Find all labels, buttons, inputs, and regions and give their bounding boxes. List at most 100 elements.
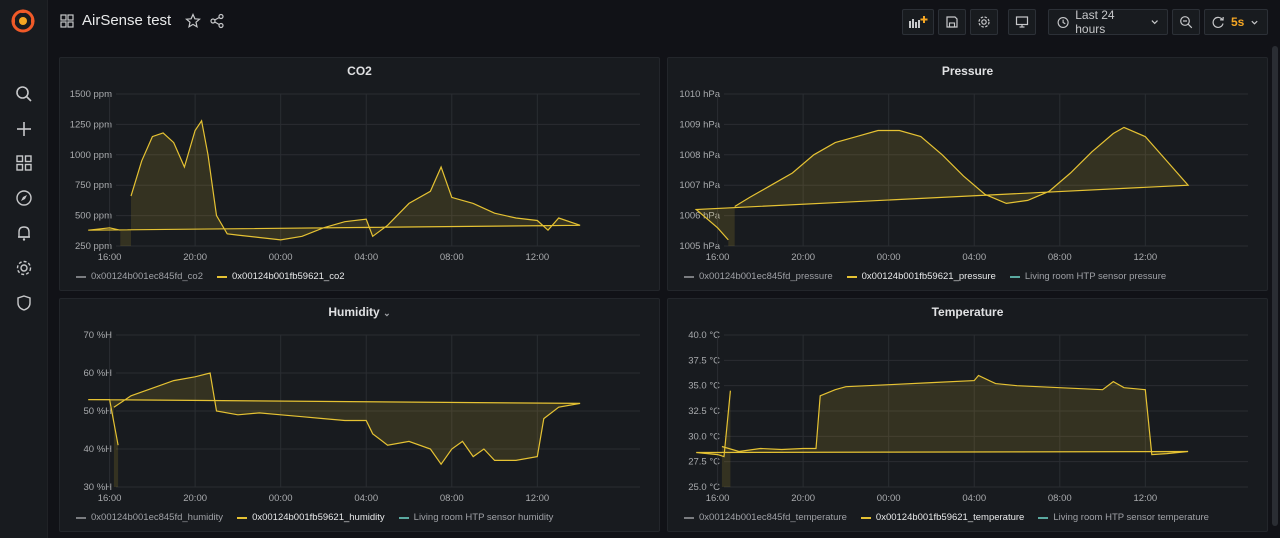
legend-item[interactable]: 0x00124b001ec845fd_humidity xyxy=(76,512,223,523)
dashboard-title[interactable]: AirSense test xyxy=(82,12,172,29)
chevron-down-icon: ⌄ xyxy=(383,308,391,318)
y-tick-label: 40 %H xyxy=(83,444,112,455)
panel-legend: 0x00124b001ec845fd_pressure 0x00124b001fb… xyxy=(684,271,1166,282)
dashboards-icon[interactable] xyxy=(12,151,36,175)
series-line[interactable] xyxy=(696,374,1189,458)
x-tick-label: 08:00 xyxy=(440,252,464,263)
legend-label: 0x00124b001fb59621_co2 xyxy=(232,271,345,282)
y-tick-label: 27.5 °C xyxy=(688,457,720,468)
legend-item[interactable]: 0x00124b001fb59621_pressure xyxy=(846,271,996,282)
x-tick-label: 08:00 xyxy=(1048,493,1072,504)
series-line[interactable] xyxy=(694,126,1190,241)
share-icon[interactable] xyxy=(209,13,225,29)
legend-label: 0x00124b001ec845fd_co2 xyxy=(91,271,203,282)
panel-title[interactable]: Humidity ⌄ xyxy=(60,305,659,319)
legend-swatch xyxy=(684,275,694,278)
legend-label: 0x00124b001ec845fd_pressure xyxy=(699,271,833,282)
grafana-logo-icon[interactable] xyxy=(10,8,36,34)
y-tick-label: 32.5 °C xyxy=(688,406,720,417)
monitor-icon xyxy=(1015,16,1029,28)
y-tick-label: 25.0 °C xyxy=(688,482,720,493)
star-icon[interactable] xyxy=(185,12,202,29)
legend-item[interactable]: Living room HTP sensor pressure xyxy=(1009,271,1166,282)
page-scrollbar[interactable] xyxy=(1272,46,1278,526)
legend-item[interactable]: 0x00124b001ec845fd_temperature xyxy=(684,512,847,523)
chevron-down-icon xyxy=(1251,20,1258,25)
save-dashboard-button[interactable] xyxy=(938,9,966,35)
gear-icon xyxy=(978,16,990,28)
x-tick-label: 12:00 xyxy=(1133,493,1157,504)
legend-swatch xyxy=(846,275,857,278)
x-tick-label: 20:00 xyxy=(791,493,815,504)
legend-item[interactable]: Living room HTP sensor humidity xyxy=(398,512,553,523)
settings-gear-icon[interactable] xyxy=(12,256,36,280)
panel-humidity[interactable]: 70 %H 60 %H 50 %H 40 %H 30 %H 20:00 00:00 04:00… xyxy=(59,298,660,532)
panel-pressure[interactable]: 1010 hPa 1009 hPa 1008 hPa 1007 hPa 1006 hPa… xyxy=(667,57,1268,291)
panel-co2[interactable]: 1500 ppm 1250 ppm 1000 ppm 750 ppm 500 ppm 25… xyxy=(59,57,660,291)
refresh-picker[interactable]: 5s xyxy=(1204,9,1268,35)
chart-svg: 40.0 °C 37.5 °C 35.0 °C 32.5 °C 30.0 °C 27.5 … xyxy=(688,330,1248,504)
series-area xyxy=(696,127,1189,246)
panel-title[interactable]: CO2 xyxy=(347,64,372,78)
y-tick-label: 1010 hPa xyxy=(679,89,720,100)
x-tick-label: 08:00 xyxy=(1048,252,1072,263)
refresh-icon[interactable] xyxy=(1211,15,1225,29)
panel-temperature[interactable]: 40.0 °C 37.5 °C 35.0 °C 32.5 °C 30.0 °C 27.5 … xyxy=(667,298,1268,532)
chart-svg: 1010 hPa 1009 hPa 1008 hPa 1007 hPa 1006 hPa… xyxy=(679,89,1248,263)
legend-item[interactable]: Living room HTP sensor temperature xyxy=(1038,512,1209,523)
x-tick-label: 04:00 xyxy=(354,493,378,504)
x-tick-label: 00:00 xyxy=(269,493,293,504)
time-range-picker[interactable]: Last 24 hours xyxy=(1048,8,1168,36)
clock-icon xyxy=(1057,16,1069,28)
y-tick-label: 1006 hPa xyxy=(679,211,720,222)
chart-svg: 70 %H 60 %H 50 %H 40 %H 30 %H 20:00 00:00 04:00… xyxy=(83,330,640,504)
panel-title[interactable]: Pressure xyxy=(941,64,994,78)
time-range-label: Last 24 hours xyxy=(1075,8,1115,36)
y-tick-label: 1007 hPa xyxy=(679,180,720,191)
y-tick-label: 70 %H xyxy=(83,330,112,341)
refresh-interval-label: 5s xyxy=(1231,15,1245,29)
legend-item[interactable]: 0x00124b001fb59621_humidity xyxy=(237,512,385,523)
alerting-bell-icon[interactable] xyxy=(12,221,36,245)
legend-item[interactable]: 0x00124b001fb59621_co2 xyxy=(217,271,345,282)
y-tick-label: 250 ppm xyxy=(75,241,112,252)
save-icon xyxy=(946,16,958,28)
dashboard-grid-icon xyxy=(60,13,74,28)
x-tick-label: 04:00 xyxy=(962,252,986,263)
dashboard-title-area: AirSense test xyxy=(60,12,225,29)
y-tick-label: 1005 hPa xyxy=(679,241,720,252)
x-tick-label: 16:00 xyxy=(706,252,730,263)
panel-legend: 0x00124b001ec845fd_humidity 0x00124b001fb… xyxy=(76,512,553,523)
x-tick-label: 08:00 xyxy=(440,493,464,504)
dashboard-settings-button[interactable] xyxy=(970,9,998,35)
x-tick-label: 04:00 xyxy=(354,252,378,263)
legend-swatch xyxy=(217,275,227,278)
legend-label: 0x00124b001ec845fd_humidity xyxy=(91,512,224,523)
top-bar: AirSense test Last 24 hours 5s xyxy=(48,0,1280,46)
y-tick-label: 750 ppm xyxy=(75,180,112,191)
panel-legend: 0x00124b001ec845fd_co2 0x00124b001fb59621… xyxy=(76,271,345,282)
y-tick-label: 35.0 °C xyxy=(688,381,720,392)
series-line[interactable] xyxy=(88,372,581,466)
legend-item[interactable]: 0x00124b001ec845fd_co2 xyxy=(76,271,203,282)
x-tick-label: 12:00 xyxy=(525,252,549,263)
add-panel-button[interactable] xyxy=(902,9,934,35)
legend-swatch xyxy=(398,516,409,519)
tv-mode-button[interactable] xyxy=(1008,9,1036,35)
plus-icon[interactable] xyxy=(12,117,36,141)
x-tick-label: 12:00 xyxy=(1133,252,1157,263)
x-tick-label: 20:00 xyxy=(791,252,815,263)
x-tick-label: 00:00 xyxy=(877,493,901,504)
shield-icon[interactable] xyxy=(12,291,36,315)
series-area xyxy=(88,373,581,487)
series-line[interactable] xyxy=(88,119,581,241)
x-tick-label: 20:00 xyxy=(183,252,207,263)
legend-label: 0x00124b001fb59621_humidity xyxy=(252,512,385,523)
panel-title[interactable]: Temperature xyxy=(931,305,1004,319)
explore-compass-icon[interactable] xyxy=(12,186,36,210)
x-tick-label: 16:00 xyxy=(706,493,730,504)
search-icon[interactable] xyxy=(12,82,36,106)
zoom-out-button[interactable] xyxy=(1172,9,1200,35)
legend-item[interactable]: 0x00124b001fb59621_temperature xyxy=(860,512,1024,523)
legend-item[interactable]: 0x00124b001ec845fd_pressure xyxy=(684,271,833,282)
